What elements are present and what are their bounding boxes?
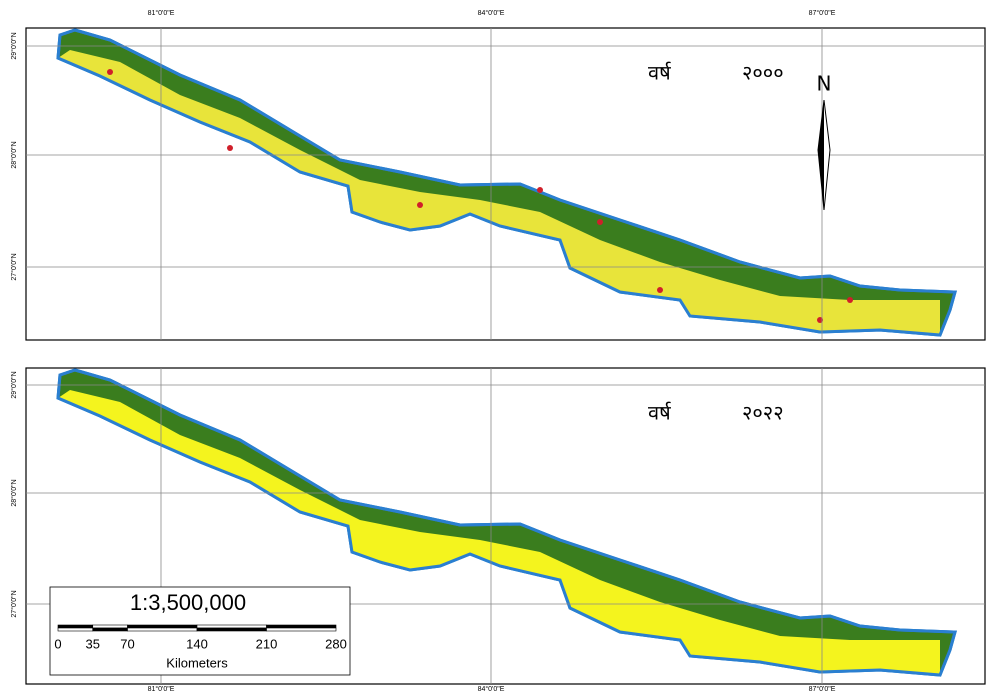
scale-segment	[196, 627, 267, 632]
region	[56, 368, 957, 677]
year-value: २०००	[742, 61, 784, 85]
scale-segment	[266, 627, 337, 632]
region-outline	[56, 368, 957, 677]
year-value: २०२२	[742, 401, 784, 425]
scale-unit: Kilometers	[166, 655, 228, 670]
lat-label: 27°0'0"N	[10, 590, 18, 617]
scale-segment	[92, 624, 128, 629]
region-outline	[56, 28, 957, 337]
year-word: वर्ष	[648, 401, 672, 425]
scale-segment	[127, 624, 198, 629]
lon-label: 81°0'0"E	[148, 9, 175, 17]
lon-label: 87°0'0"E	[809, 685, 836, 693]
lon-label: 84°0'0"E	[478, 685, 505, 693]
lat-label: 29°0'0"N	[10, 32, 18, 59]
north-arrow-fill	[818, 100, 824, 210]
lon-label: 84°0'0"E	[478, 9, 505, 17]
lat-label: 29°0'0"N	[10, 371, 18, 398]
settlement	[597, 219, 603, 225]
settlement	[817, 317, 823, 323]
lat-label: 28°0'0"N	[10, 141, 18, 168]
scale-segment	[92, 627, 128, 632]
region	[56, 28, 957, 337]
lat-label: 28°0'0"N	[10, 479, 18, 506]
settlement	[847, 297, 853, 303]
scale-ratio: 1:3,500,000	[130, 590, 246, 615]
settlement	[417, 202, 423, 208]
agriculture-area	[58, 50, 940, 335]
scale-tick-label: 35	[86, 636, 100, 651]
scale-tick-label: 210	[256, 636, 278, 651]
settlement	[657, 287, 663, 293]
lon-label: 87°0'0"E	[809, 9, 836, 17]
scale-segment	[266, 624, 337, 629]
north-label: N	[817, 72, 832, 96]
settlement	[107, 69, 113, 75]
scale-tick-label: 70	[120, 636, 134, 651]
scale-tick-label: 0	[54, 636, 61, 651]
scale-segment	[196, 624, 267, 629]
scale-segment	[127, 627, 198, 632]
scale-segment	[57, 627, 94, 632]
agriculture-area	[58, 390, 940, 675]
year-word: वर्ष	[648, 61, 672, 85]
scale-tick-label: 140	[186, 636, 208, 651]
lat-label: 27°0'0"N	[10, 253, 18, 280]
settlement	[537, 187, 543, 193]
scale-segment	[57, 624, 94, 629]
settlement	[227, 145, 233, 151]
scale-tick-label: 280	[325, 636, 347, 651]
lon-label: 81°0'0"E	[148, 685, 175, 693]
